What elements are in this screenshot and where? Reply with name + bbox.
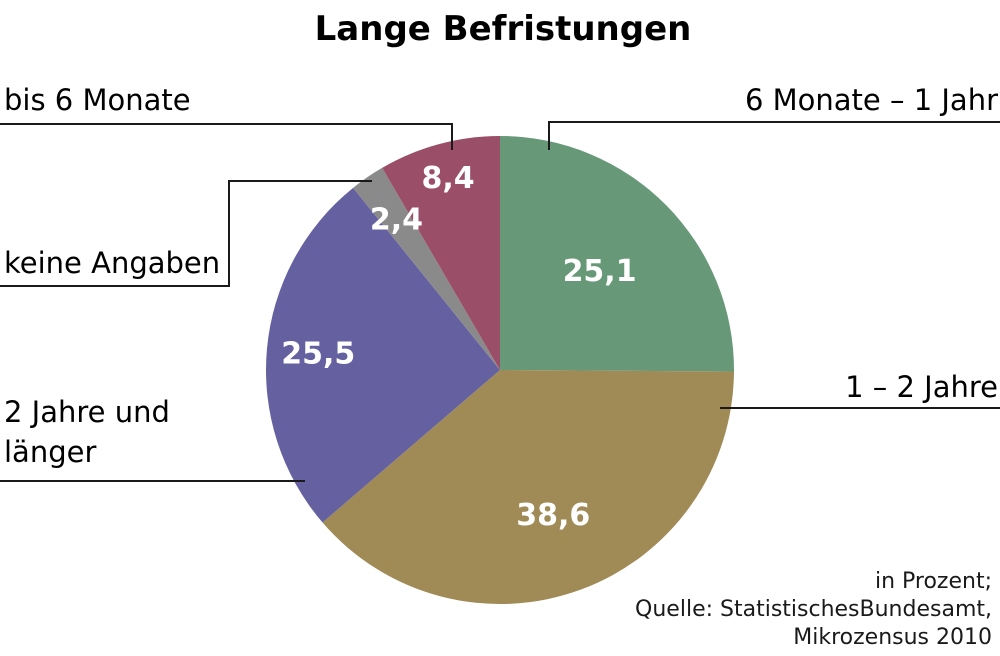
slices xyxy=(265,136,734,605)
slice-keine-angaben xyxy=(353,167,500,370)
slice-1-2-jahre xyxy=(322,370,734,605)
data-label: 2,4 xyxy=(370,203,423,238)
unit-note: in Prozent; xyxy=(874,569,992,594)
label-keine-angaben: keine Angaben xyxy=(4,246,220,280)
source-line: Quelle: StatistischesBundesamt, xyxy=(635,597,992,622)
source-note: in Prozent; Quelle: StatistischesBundesa… xyxy=(635,568,992,652)
leader-lines xyxy=(0,121,1000,482)
slice-labels: 25,1 38,6 25,5 2,4 8,4 6 Monate – 1 Jahr 1 – 2… xyxy=(4,83,998,533)
data-label: 25,1 xyxy=(563,254,637,289)
chart-title: Lange Befristungen xyxy=(315,9,692,49)
label-1-2-jahre: 1 – 2 Jahre xyxy=(845,370,998,404)
label-bis-6-monate: bis 6 Monate xyxy=(4,83,191,117)
leader-line xyxy=(548,121,1000,150)
data-label: 38,6 xyxy=(516,498,590,533)
slice-6-monate-1-jahr xyxy=(500,136,734,372)
slice-bis-6-monate xyxy=(382,136,500,370)
leader-line xyxy=(0,123,453,150)
leader-line xyxy=(0,180,372,287)
data-label: 25,5 xyxy=(281,336,355,371)
label-6-monate-1-jahr: 6 Monate – 1 Jahr xyxy=(745,83,998,117)
survey-line: Mikrozensus 2010 xyxy=(793,625,992,650)
slice-2-jahre-laenger xyxy=(265,187,500,523)
label-2-jahre-laenger: 2 Jahre und länger xyxy=(4,395,170,469)
data-label: 8,4 xyxy=(422,161,475,196)
